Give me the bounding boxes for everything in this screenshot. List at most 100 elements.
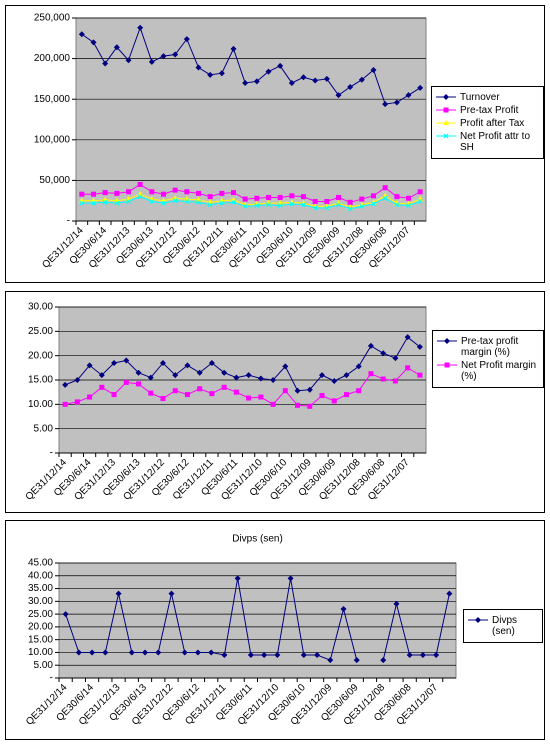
marker: [208, 359, 215, 366]
marker: [230, 45, 237, 52]
marker: [86, 362, 93, 369]
marker: [246, 395, 252, 401]
marker: [446, 590, 453, 597]
marker: [62, 381, 69, 388]
marker: [114, 200, 120, 206]
marker: [253, 78, 260, 85]
marker: [301, 202, 306, 208]
marker: [126, 189, 131, 195]
marker: [196, 190, 201, 196]
marker: [172, 372, 179, 379]
marker: [128, 649, 135, 656]
marker: [161, 191, 166, 197]
marker: [219, 200, 225, 206]
marker: [417, 199, 423, 204]
marker: [221, 384, 227, 390]
y-tick-label: -: [67, 216, 70, 227]
y-tick-label: 250,000: [34, 13, 71, 24]
chart-panel: -50,000 100,000 150,000 200,000 250,000 QE31/…: [5, 5, 545, 283]
marker: [336, 194, 341, 200]
y-tick-label: 150,000: [34, 94, 71, 105]
marker: [319, 393, 325, 399]
marker: [355, 363, 362, 370]
series-line: [81, 26, 421, 105]
y-tick-label: 10.00: [28, 647, 53, 658]
chart: -5.0010.0015.0020.0025.0030.00QE31/12/14…: [24, 302, 427, 503]
marker: [245, 372, 252, 379]
marker: [419, 652, 426, 658]
marker: [184, 392, 190, 398]
legend-item: Net Profit attr to SH: [436, 131, 539, 153]
y-tick-label: 5.00: [34, 423, 54, 434]
marker: [306, 386, 313, 393]
marker: [221, 652, 228, 658]
marker: [114, 190, 120, 196]
marker: [102, 199, 108, 205]
marker: [135, 369, 142, 376]
legend-icon: [436, 94, 456, 100]
marker: [233, 389, 239, 395]
legend-icon: [436, 107, 456, 113]
marker: [254, 203, 260, 208]
marker: [207, 71, 214, 78]
legend-label: Divps (sen): [492, 615, 518, 637]
marker: [113, 44, 120, 51]
y-tick-label: 30.00: [28, 302, 53, 313]
marker: [242, 79, 249, 86]
marker: [265, 68, 272, 75]
marker: [195, 64, 202, 71]
marker: [359, 196, 365, 202]
marker: [91, 191, 96, 197]
marker: [184, 362, 191, 369]
marker: [327, 657, 334, 664]
legend-label: Pre-tax profit margin (%): [461, 336, 519, 358]
marker: [433, 652, 440, 658]
marker: [314, 652, 321, 658]
marker: [208, 649, 215, 656]
marker: [380, 376, 386, 382]
marker: [406, 203, 411, 208]
marker: [102, 60, 109, 67]
y-tick-label: 50,000: [39, 175, 70, 186]
marker: [90, 39, 97, 46]
marker: [277, 194, 283, 200]
marker: [382, 101, 389, 108]
legend-item: Profit after Tax: [436, 118, 539, 129]
marker: [257, 375, 264, 382]
legend-icon: [468, 617, 488, 623]
marker: [266, 202, 271, 208]
legend-label: Pre-tax Profit: [460, 105, 519, 116]
marker: [149, 189, 155, 195]
legend-item: Pre-tax profit margin (%): [437, 336, 539, 358]
y-tick-label: 20.00: [28, 350, 53, 361]
marker: [343, 392, 349, 398]
legend-label: Profit after Tax: [460, 118, 525, 129]
y-tick-label: 10.00: [28, 399, 53, 410]
marker: [382, 185, 388, 191]
marker: [111, 392, 117, 398]
marker: [282, 363, 289, 370]
y-tick-label: 30.00: [28, 596, 53, 607]
marker: [335, 92, 342, 99]
marker: [75, 649, 82, 656]
y-tick-label: 200,000: [34, 53, 71, 64]
plot-area: [75, 17, 427, 222]
chart-title: Divps (sen): [232, 534, 283, 545]
marker: [258, 394, 264, 400]
marker: [331, 398, 337, 404]
legend-icon: [436, 133, 456, 139]
marker: [266, 194, 271, 200]
marker: [277, 62, 284, 69]
marker: [382, 195, 388, 201]
marker: [323, 75, 330, 82]
y-tick-label: -: [50, 448, 53, 459]
marker: [444, 338, 450, 344]
marker: [247, 652, 254, 658]
marker: [347, 84, 354, 91]
marker: [359, 203, 365, 209]
marker: [380, 657, 387, 664]
marker: [353, 657, 360, 664]
marker: [74, 399, 80, 405]
marker: [123, 379, 129, 385]
marker: [312, 205, 318, 211]
